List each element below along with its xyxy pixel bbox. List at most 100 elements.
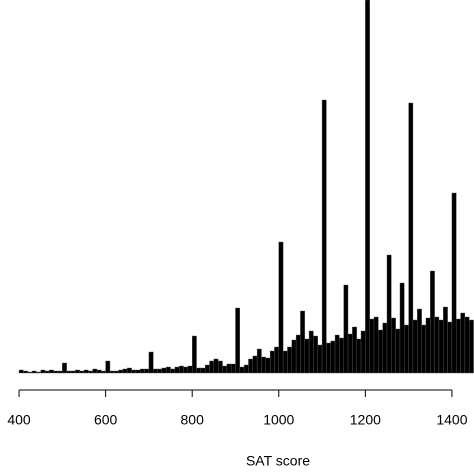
bar <box>395 328 401 374</box>
bar <box>101 370 106 374</box>
bar <box>269 350 275 374</box>
bar <box>70 370 76 374</box>
bar <box>282 350 288 374</box>
bar <box>373 316 379 374</box>
bar <box>330 340 336 374</box>
bar <box>391 317 396 374</box>
bar <box>213 358 219 374</box>
bar <box>412 319 418 374</box>
bar <box>31 370 37 374</box>
bar <box>287 346 292 374</box>
bar <box>360 330 366 374</box>
bar <box>62 362 67 374</box>
bar <box>127 367 132 374</box>
bar <box>191 335 197 374</box>
bar <box>356 338 362 374</box>
bar <box>183 366 189 374</box>
bar <box>399 282 405 374</box>
bar <box>308 330 314 374</box>
bar <box>83 369 89 374</box>
bar <box>209 360 215 374</box>
bar <box>18 369 24 374</box>
bar <box>179 365 184 374</box>
bar <box>252 355 258 374</box>
bar <box>88 370 93 374</box>
bar <box>365 0 370 374</box>
bar <box>408 102 414 374</box>
bar <box>326 342 331 374</box>
bar <box>369 318 375 374</box>
bar <box>140 368 145 374</box>
bar <box>44 370 50 374</box>
bar <box>243 364 249 374</box>
bar <box>92 368 98 374</box>
bar <box>304 338 310 374</box>
bar <box>23 370 28 374</box>
bar <box>135 369 141 374</box>
x-tick-label: 600 <box>94 412 118 428</box>
bar <box>170 368 176 374</box>
x-tick-label: 1200 <box>350 412 381 428</box>
bar <box>248 358 254 374</box>
bar <box>235 307 241 374</box>
bar <box>386 254 392 374</box>
bar <box>339 337 344 374</box>
bar <box>49 369 54 374</box>
bar <box>274 346 279 374</box>
bar <box>417 308 422 374</box>
bar <box>174 366 180 374</box>
bar <box>421 324 427 374</box>
bar <box>217 360 223 374</box>
bar <box>187 365 193 374</box>
bar <box>313 335 318 374</box>
bar <box>27 371 33 374</box>
bar <box>196 367 202 374</box>
bar <box>230 363 236 374</box>
bar <box>291 339 297 374</box>
bar <box>295 334 301 374</box>
bar <box>122 368 128 374</box>
bar <box>200 367 206 374</box>
bar <box>153 368 158 374</box>
bar <box>443 306 448 374</box>
x-tick-label: 400 <box>7 412 31 428</box>
bar <box>352 326 357 374</box>
bar <box>66 370 72 374</box>
bar <box>256 348 262 374</box>
bar <box>161 367 167 374</box>
bar <box>118 369 124 374</box>
bar <box>404 324 409 374</box>
bar <box>278 241 284 374</box>
bar <box>265 357 271 374</box>
bar <box>105 360 111 374</box>
bar <box>148 351 154 374</box>
bar <box>438 319 444 374</box>
bar <box>382 322 388 374</box>
x-tick-label: 1000 <box>263 412 294 428</box>
bar <box>114 370 119 374</box>
bar <box>166 366 171 374</box>
bar <box>300 310 305 374</box>
bar <box>157 368 163 374</box>
bar <box>222 365 228 374</box>
bar <box>347 333 353 374</box>
bar <box>79 370 85 374</box>
bar <box>75 369 80 374</box>
bar <box>321 99 327 374</box>
bar <box>317 344 323 374</box>
bar <box>57 370 63 374</box>
x-axis-label: SAT score <box>246 453 310 469</box>
bar <box>469 319 474 374</box>
bar <box>96 369 102 374</box>
bar <box>261 356 266 374</box>
bar <box>109 370 115 374</box>
bar <box>464 316 470 374</box>
bar <box>53 370 59 374</box>
bar <box>430 270 435 374</box>
bar <box>378 329 383 374</box>
bar <box>447 321 453 374</box>
x-tick-label: 1400 <box>436 412 467 428</box>
bar <box>226 363 232 374</box>
